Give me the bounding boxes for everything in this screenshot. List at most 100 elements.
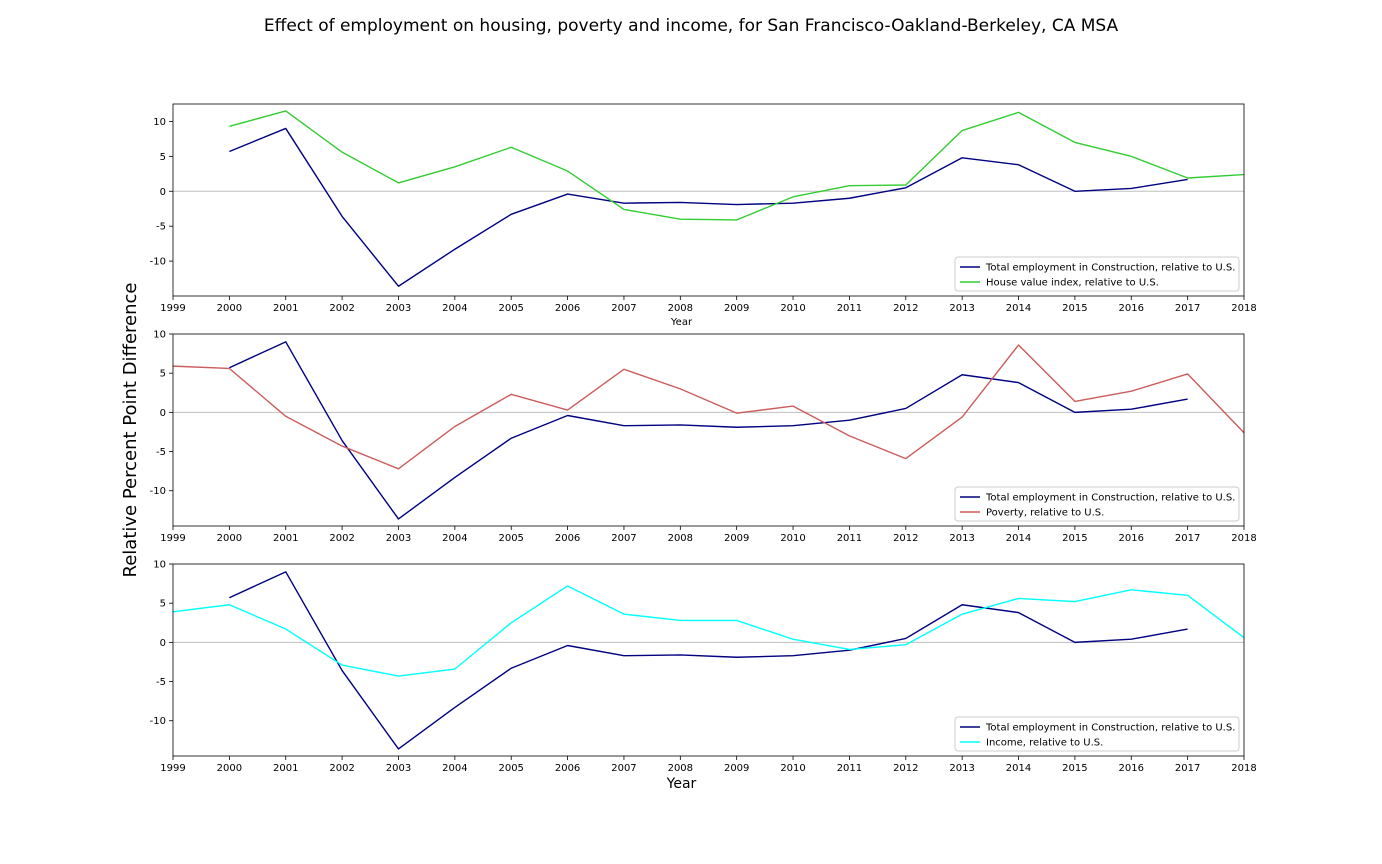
x-tick-label: 2011 — [837, 303, 862, 314]
axes-frame — [172, 333, 1245, 527]
x-tick-label: 2004 — [442, 303, 467, 314]
x-tick-label: 2006 — [555, 533, 580, 544]
series-line-2 — [229, 110, 1245, 221]
x-tick-label: 1999 — [160, 763, 185, 774]
legend-label-1: Total employment in Construction, relati… — [985, 723, 1235, 734]
x-tick-label: 2015 — [1062, 303, 1087, 314]
legend-box — [954, 716, 1240, 752]
x-tick-label: 2013 — [949, 303, 974, 314]
x-tick-label: 2000 — [217, 303, 242, 314]
legend-box — [954, 256, 1240, 292]
x-tick-label: 2013 — [949, 533, 974, 544]
x-tick-label: 2015 — [1062, 533, 1087, 544]
y-tick-label: -5 — [156, 677, 166, 688]
x-tick-label: 2003 — [386, 303, 411, 314]
y-tick-label: 10 — [153, 330, 166, 341]
x-tick-label: 2012 — [893, 533, 918, 544]
x-tick-label: 1999 — [160, 303, 185, 314]
legend-label-1: Total employment in Construction, relati… — [985, 493, 1235, 504]
x-tick-label: 2012 — [893, 763, 918, 774]
series-line-1 — [229, 127, 1188, 287]
x-tick-label: 2003 — [386, 533, 411, 544]
x-tick-label: 2002 — [329, 533, 354, 544]
x-tick-label: 2006 — [555, 763, 580, 774]
x-tick-label: 2011 — [837, 763, 862, 774]
y-tick-label: 0 — [160, 638, 166, 649]
x-tick-label: 2001 — [273, 533, 298, 544]
y-tick-label: -10 — [150, 486, 166, 497]
x-tick-label: 2016 — [1119, 763, 1144, 774]
x-tick-label: 2001 — [273, 303, 298, 314]
legend-label-2: House value index, relative to U.S. — [986, 278, 1159, 289]
x-tick-label: 2009 — [724, 303, 749, 314]
x-tick-label: 1999 — [160, 533, 185, 544]
series-line-2 — [172, 344, 1245, 470]
x-tick-label: 2002 — [329, 763, 354, 774]
x-tick-label: 2017 — [1175, 763, 1200, 774]
axes-frame — [172, 103, 1245, 297]
y-tick-label: -10 — [150, 716, 166, 727]
x-tick-label: 2007 — [611, 533, 636, 544]
x-tick-label: 2018 — [1231, 533, 1256, 544]
axes-frame — [172, 563, 1245, 757]
legend-label-2: Income, relative to U.S. — [986, 738, 1103, 749]
x-tick-label: 2003 — [386, 763, 411, 774]
x-tick-label: 2001 — [273, 763, 298, 774]
x-tick-label: 2005 — [498, 303, 523, 314]
x-tick-label: 2014 — [1006, 533, 1031, 544]
y-tick-label: 5 — [160, 599, 166, 610]
x-tick-label: 2015 — [1062, 763, 1087, 774]
x-tick-label: 2014 — [1006, 763, 1031, 774]
x-axis-label: Year — [670, 317, 693, 328]
x-tick-label: 2008 — [668, 303, 693, 314]
legend-box — [954, 486, 1240, 522]
x-tick-label: 2010 — [780, 533, 805, 544]
x-tick-label: 2004 — [442, 533, 467, 544]
x-tick-label: 2018 — [1231, 303, 1256, 314]
x-tick-label: 2007 — [611, 763, 636, 774]
x-tick-label: 2017 — [1175, 533, 1200, 544]
y-tick-label: -5 — [156, 447, 166, 458]
chart-panel-1: 10 5 0 -5 -10 1999 2000 2001 2002 2003 2004 2005 200… — [150, 103, 1257, 328]
x-tick-label: 2014 — [1006, 303, 1031, 314]
chart-panel-3: 10 5 0 -5 -10 1999 2000 2001 2002 2003 2004 2005 200… — [150, 560, 1257, 793]
x-tick-label: 2008 — [668, 763, 693, 774]
x-tick-label: 2007 — [611, 303, 636, 314]
legend-label-2: Poverty, relative to U.S. — [986, 508, 1104, 519]
y-tick-label: 5 — [160, 369, 166, 380]
y-tick-label: 10 — [153, 560, 166, 571]
y-axis-label: Relative Percent Point Difference — [120, 283, 141, 578]
x-tick-label: 2004 — [442, 763, 467, 774]
y-tick-label: 0 — [160, 187, 166, 198]
chart-title: Effect of employment on housing, poverty… — [264, 16, 1119, 36]
x-tick-label: 2013 — [949, 763, 974, 774]
x-axis-label: Year — [666, 776, 697, 792]
x-tick-label: 2016 — [1119, 533, 1144, 544]
x-tick-label: 2009 — [724, 533, 749, 544]
y-tick-label: -5 — [156, 222, 166, 233]
x-tick-label: 2012 — [893, 303, 918, 314]
legend-label-1: Total employment in Construction, relati… — [985, 263, 1235, 274]
chart-panel-2: 10 5 0 -5 -10 1999 2000 2001 2002 2003 2004 2005 200… — [150, 330, 1257, 545]
x-tick-label: 2010 — [780, 303, 805, 314]
y-tick-label: -10 — [150, 257, 166, 268]
x-tick-label: 2017 — [1175, 303, 1200, 314]
x-tick-label: 2008 — [668, 533, 693, 544]
x-tick-label: 2006 — [555, 303, 580, 314]
series-line-2 — [172, 585, 1245, 677]
x-tick-label: 2011 — [837, 533, 862, 544]
x-tick-label: 2005 — [498, 763, 523, 774]
y-tick-label: 10 — [153, 117, 166, 128]
x-tick-label: 2009 — [724, 763, 749, 774]
y-tick-label: 5 — [160, 152, 166, 163]
y-tick-label: 0 — [160, 408, 166, 419]
chart-panels: 10 5 0 -5 -10 1999 2000 2001 2002 2003 2004 2005 200… — [150, 103, 1257, 793]
x-tick-label: 2002 — [329, 303, 354, 314]
x-tick-label: 2000 — [217, 533, 242, 544]
x-tick-label: 2018 — [1231, 763, 1256, 774]
x-tick-label: 2016 — [1119, 303, 1144, 314]
x-tick-label: 2005 — [498, 533, 523, 544]
series-line-1 — [229, 571, 1188, 750]
x-tick-label: 2000 — [217, 763, 242, 774]
